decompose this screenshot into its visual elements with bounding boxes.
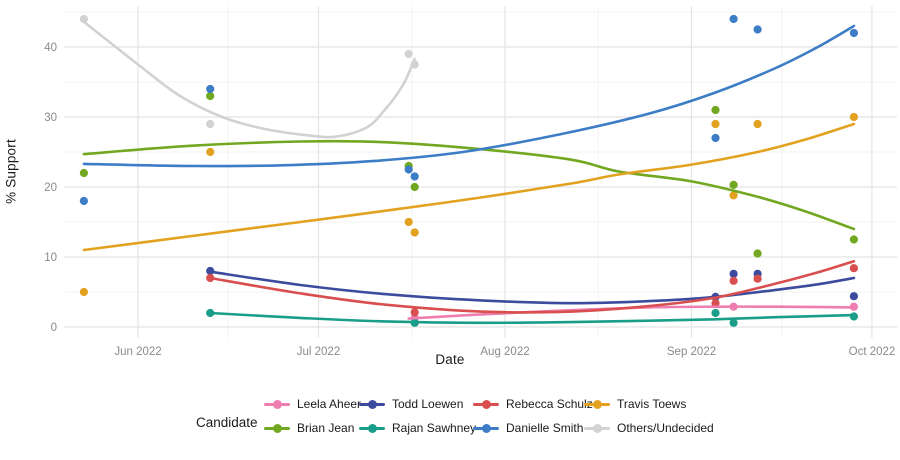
data-point xyxy=(753,249,762,258)
y-tick-label: 0 xyxy=(51,322,57,334)
data-point xyxy=(711,299,720,308)
legend-key-icon xyxy=(359,418,385,438)
data-point xyxy=(404,165,413,174)
gridlines xyxy=(64,6,897,338)
data-point xyxy=(404,217,413,227)
trend-line-others-undecided xyxy=(82,20,416,139)
data-point xyxy=(729,180,738,189)
legend-key-icon xyxy=(584,418,610,438)
legend-key-icon xyxy=(264,394,290,414)
data-point xyxy=(849,312,859,321)
data-point xyxy=(410,308,419,317)
y-tick-label: 20 xyxy=(44,182,57,194)
legend-key-icon xyxy=(473,418,499,438)
data-point xyxy=(410,182,419,192)
legend-entry-travis-toews: Travis Toews xyxy=(584,394,686,414)
y-tick-label: 40 xyxy=(44,42,57,54)
x-axis-title: Date xyxy=(435,352,465,367)
data-point xyxy=(729,318,738,327)
data-point xyxy=(79,14,88,24)
legend-label: Danielle Smith xyxy=(506,421,584,435)
legend-label: Leela Aheer xyxy=(297,397,362,411)
y-tick-label: 10 xyxy=(44,252,57,264)
legend-label: Todd Loewen xyxy=(392,397,464,411)
legend-key-icon xyxy=(359,394,385,414)
data-point xyxy=(206,84,215,94)
legend-entry-brian-jean: Brian Jean xyxy=(264,418,354,438)
data-point xyxy=(206,147,215,157)
legend-label: Travis Toews xyxy=(617,397,687,411)
data-point xyxy=(849,112,859,122)
data-point xyxy=(79,287,88,297)
legend-title: Candidate xyxy=(196,414,258,430)
data-point xyxy=(711,308,720,318)
trend-line-danielle-smith xyxy=(82,24,856,168)
x-tick-label: Jun 2022 xyxy=(114,346,161,358)
axis-tick-labels: 0 10 20 30 40 Jun 2022 Jul 2022 Aug 2022 Sep 202… xyxy=(44,42,895,358)
points-others-undecided xyxy=(79,14,419,129)
data-point xyxy=(79,168,88,178)
x-tick-label: Aug 2022 xyxy=(480,346,529,358)
y-axis-title: % Support xyxy=(3,139,19,204)
legend-entry-others-undecided: Others/Undecided xyxy=(584,418,714,438)
legend: Candidate Leela Aheer Todd Loewen Rebecca … xyxy=(0,392,900,452)
data-point xyxy=(711,133,720,143)
data-point xyxy=(729,269,738,278)
legend-key-icon xyxy=(584,394,610,414)
points-todd-loewen xyxy=(206,266,859,301)
legend-entry-leela-aheer: Leela Aheer xyxy=(264,394,361,414)
trend-line-rebecca-schulz xyxy=(208,259,856,314)
data-points xyxy=(79,14,859,327)
data-point xyxy=(753,25,762,34)
trend-line-todd-loewen xyxy=(208,270,856,305)
trend-line-travis-toews xyxy=(82,122,856,252)
data-point xyxy=(849,235,859,244)
data-point xyxy=(753,274,762,283)
legend-key-icon xyxy=(264,418,290,438)
data-point xyxy=(711,119,720,129)
points-danielle-smith xyxy=(79,14,859,206)
data-point xyxy=(729,14,738,24)
data-point xyxy=(729,191,738,200)
legend-entry-danielle-smith: Danielle Smith xyxy=(473,418,583,438)
x-tick-label: Jul 2022 xyxy=(297,346,340,358)
trend-line-leela-aheer xyxy=(407,305,856,320)
data-point xyxy=(849,28,859,38)
legend-label: Brian Jean xyxy=(297,421,355,435)
data-point xyxy=(206,91,215,101)
data-point xyxy=(711,105,720,115)
trend-line-brian-jean xyxy=(82,139,856,231)
legend-label: Rebecca Schulz xyxy=(506,397,593,411)
data-point xyxy=(79,196,88,206)
data-point xyxy=(206,119,215,129)
x-tick-label: Oct 2022 xyxy=(849,346,896,358)
data-point xyxy=(753,119,762,129)
data-point xyxy=(410,172,419,181)
legend-label: Rajan Sawhney xyxy=(392,421,477,435)
data-point xyxy=(729,276,738,285)
trend-lines xyxy=(82,20,856,325)
trend-line-rajan-sawhney xyxy=(208,311,856,325)
data-point xyxy=(410,228,419,237)
x-tick-label: Sep 2022 xyxy=(667,346,716,358)
data-point xyxy=(849,292,859,301)
data-point xyxy=(404,49,413,59)
points-rebecca-schulz xyxy=(206,264,859,317)
y-tick-label: 30 xyxy=(44,112,57,124)
points-travis-toews xyxy=(79,112,859,297)
data-point xyxy=(849,264,859,273)
legend-entry-rebecca-schulz: Rebecca Schulz xyxy=(473,394,593,414)
legend-entry-todd-loewen: Todd Loewen xyxy=(359,394,463,414)
legend-label: Others/Undecided xyxy=(617,421,714,435)
legend-entry-rajan-sawhney: Rajan Sawhney xyxy=(359,418,476,438)
legend-key-icon xyxy=(473,394,499,414)
